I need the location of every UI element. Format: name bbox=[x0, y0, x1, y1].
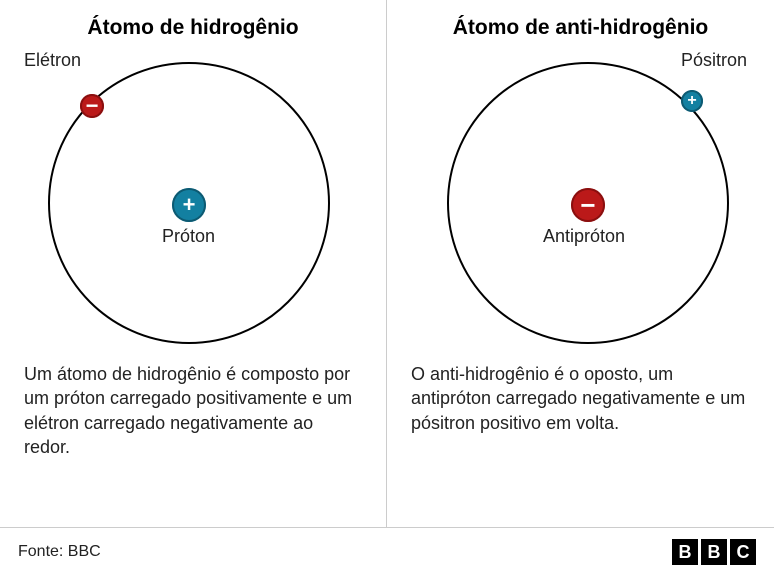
positron-particle: + bbox=[681, 90, 703, 112]
diagram-hydrogen: Elétron − + Próton bbox=[24, 48, 362, 358]
panel-antihydrogen: Átomo de anti-hidrogênio Pósitron + − An… bbox=[387, 0, 774, 527]
plus-sign-icon: + bbox=[687, 93, 696, 109]
diagram-antihydrogen: Pósitron + − Antipróton bbox=[411, 48, 750, 358]
electron-particle: − bbox=[80, 94, 104, 118]
description-antihydrogen: O anti-hidrogênio é o oposto, um antipró… bbox=[411, 362, 750, 435]
title-antihydrogen: Átomo de anti-hidrogênio bbox=[411, 16, 750, 40]
bbc-logo: B B C bbox=[672, 539, 756, 565]
plus-sign-icon: + bbox=[183, 194, 196, 216]
diagram-container: Átomo de hidrogênio Elétron − + Próton U… bbox=[0, 0, 774, 528]
bbc-logo-letter: C bbox=[730, 539, 756, 565]
bbc-logo-letter: B bbox=[672, 539, 698, 565]
title-hydrogen: Átomo de hidrogênio bbox=[24, 16, 362, 40]
footer: Fonte: BBC B B C bbox=[0, 528, 774, 576]
electron-label: Elétron bbox=[24, 50, 81, 71]
positron-label: Pósitron bbox=[681, 50, 747, 71]
minus-sign-icon: − bbox=[86, 95, 99, 117]
bbc-logo-letter: B bbox=[701, 539, 727, 565]
proton-label: Próton bbox=[162, 226, 215, 247]
proton-particle: + bbox=[172, 188, 206, 222]
panel-hydrogen: Átomo de hidrogênio Elétron − + Próton U… bbox=[0, 0, 387, 527]
antiproton-particle: − bbox=[571, 188, 605, 222]
antiproton-label: Antipróton bbox=[543, 226, 625, 247]
description-hydrogen: Um átomo de hidrogênio é composto por um… bbox=[24, 362, 362, 459]
source-text: Fonte: BBC bbox=[18, 543, 101, 561]
minus-sign-icon: − bbox=[580, 192, 595, 218]
